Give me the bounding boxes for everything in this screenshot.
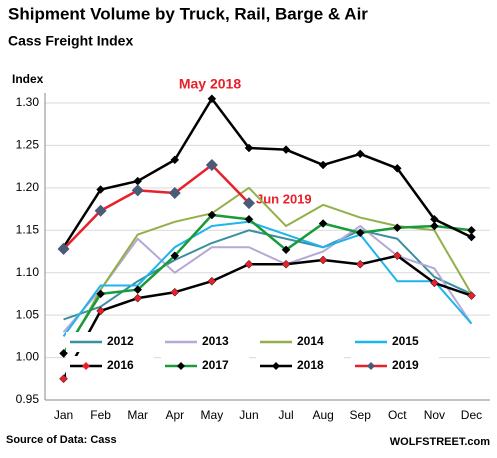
y-tick-label: 1.25	[16, 138, 40, 152]
chart-subtitle: Cass Freight Index	[8, 33, 133, 49]
marker	[392, 163, 402, 173]
marker	[205, 158, 218, 171]
marker	[281, 145, 291, 155]
marker	[318, 219, 328, 228]
series-line	[62, 213, 472, 354]
marker	[392, 251, 402, 261]
marker	[281, 259, 291, 269]
x-tick-label: Feb	[90, 408, 111, 422]
legend-label: 2018	[297, 358, 324, 372]
x-tick-label: Jan	[54, 408, 73, 422]
marker	[392, 223, 402, 233]
x-tick-label: Sep	[350, 408, 372, 422]
annotation: Jun 2019	[256, 191, 312, 206]
marker	[57, 242, 70, 255]
marker	[207, 276, 217, 286]
y-tick-label: 1.00	[16, 350, 40, 364]
legend-bg	[66, 332, 154, 352]
annotation: May 2018	[179, 76, 241, 92]
marker	[467, 232, 476, 242]
marker	[355, 228, 365, 238]
legend-label: 2017	[202, 358, 229, 372]
legend-label: 2014	[297, 334, 324, 348]
marker	[355, 259, 365, 269]
y-tick-label: 0.95	[16, 392, 40, 406]
marker	[133, 293, 143, 303]
legend-marker	[82, 362, 90, 370]
marker	[242, 197, 255, 210]
marker	[96, 289, 105, 299]
y-tick-label: 1.15	[16, 222, 40, 236]
legend-bg	[351, 332, 439, 352]
y-tick-label: 1.30	[16, 95, 40, 109]
x-tick-label: Apr	[165, 408, 184, 422]
legend-bg	[161, 356, 249, 376]
marker	[131, 184, 144, 197]
marker	[59, 374, 68, 384]
marker	[467, 291, 476, 300]
marker	[281, 245, 291, 255]
x-tick-label: Oct	[388, 408, 407, 422]
marker	[318, 160, 328, 170]
marker	[96, 306, 105, 316]
series-line	[62, 225, 473, 333]
marker	[207, 94, 217, 104]
legend-marker	[272, 362, 280, 370]
legend-bg	[66, 356, 154, 376]
legend-bg	[256, 332, 344, 352]
marker	[170, 287, 180, 297]
marker	[318, 255, 328, 265]
marker	[430, 221, 439, 231]
marker	[168, 186, 181, 199]
x-tick-label: Mar	[127, 408, 148, 422]
y-axis-label: Index	[12, 72, 44, 86]
marker	[207, 210, 217, 220]
marker	[170, 155, 180, 165]
legend-bg	[351, 356, 439, 376]
series-line	[62, 97, 472, 248]
y-tick-label: 1.20	[16, 180, 40, 194]
legend-marker	[367, 362, 375, 370]
marker	[96, 185, 105, 194]
x-tick-label: Nov	[424, 408, 445, 422]
marker	[94, 204, 107, 217]
legend-label: 2012	[107, 334, 134, 348]
x-tick-label: Jul	[278, 408, 293, 422]
marker	[244, 143, 254, 153]
series-line	[62, 163, 250, 250]
legend-label: 2019	[392, 358, 419, 372]
source: Source of Data: Cass	[6, 434, 117, 446]
chart-title: Shipment Volume by Truck, Rail, Barge & …	[8, 4, 368, 23]
marker	[170, 251, 180, 261]
x-tick-label: Aug	[312, 408, 333, 422]
x-tick-label: Dec	[461, 408, 482, 422]
series-line	[62, 254, 472, 380]
y-tick-label: 1.05	[16, 307, 40, 321]
x-tick-label: May	[201, 408, 224, 422]
legend-marker	[177, 362, 185, 370]
credit: WOLFSTREET.com	[390, 436, 490, 448]
marker	[355, 149, 365, 159]
marker	[244, 214, 254, 224]
x-tick-label: Jun	[239, 408, 258, 422]
series-line	[63, 229, 472, 321]
marker	[133, 285, 143, 295]
legend-label: 2015	[392, 334, 419, 348]
marker	[430, 214, 439, 224]
legend-bg	[256, 356, 344, 376]
legend-bg	[161, 332, 249, 352]
legend-label: 2013	[202, 334, 229, 348]
y-tick-label: 1.10	[16, 265, 40, 279]
marker	[430, 278, 439, 288]
series-line	[62, 220, 473, 337]
marker	[244, 259, 254, 269]
legend-label: 2016	[107, 358, 134, 372]
